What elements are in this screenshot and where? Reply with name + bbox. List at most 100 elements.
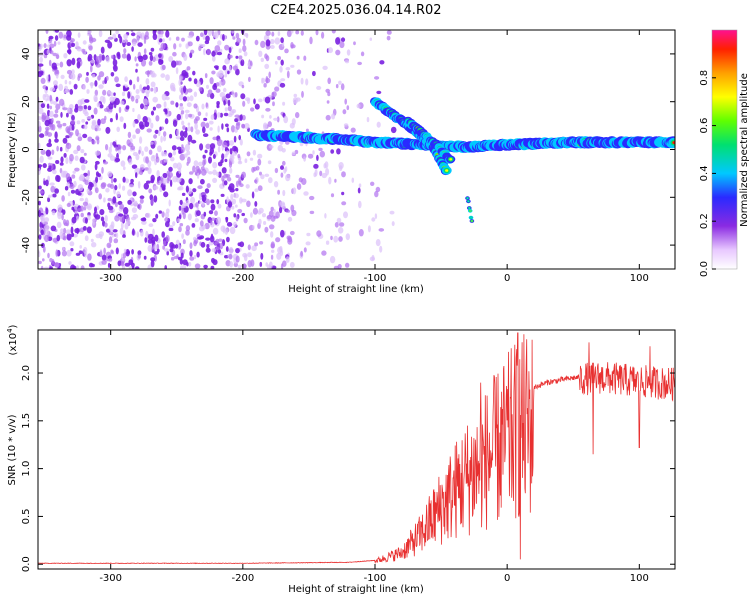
noise-cell: [76, 47, 82, 52]
noise-cell: [265, 76, 269, 84]
noise-cell: [108, 103, 114, 110]
noise-cell: [260, 57, 264, 63]
noise-cell: [105, 75, 109, 81]
noise-cell: [301, 90, 304, 98]
noise-cell: [108, 209, 114, 214]
noise-cell: [217, 125, 220, 133]
noise-cell: [221, 123, 224, 130]
noise-cell: [122, 185, 126, 191]
noise-cell: [159, 47, 164, 52]
noise-cell: [222, 34, 225, 41]
noise-cell: [231, 159, 235, 164]
noise-cell: [139, 198, 144, 204]
noise-cell: [305, 78, 309, 86]
noise-cell: [115, 30, 119, 35]
noise-cell: [81, 119, 86, 123]
noise-cell: [390, 126, 397, 134]
noise-cell: [201, 194, 207, 203]
noise-cell: [343, 123, 349, 127]
noise-cell: [45, 128, 49, 136]
noise-cell: [309, 36, 313, 45]
noise-cell: [285, 209, 291, 213]
noise-cell: [62, 247, 65, 251]
noise-cell: [245, 184, 250, 189]
noise-cell: [94, 127, 98, 131]
noise-cell: [66, 128, 70, 134]
noise-cell: [106, 242, 112, 249]
noise-cell: [265, 107, 271, 112]
noise-cell: [254, 201, 258, 207]
noise-cell: [251, 191, 255, 199]
noise-cell: [281, 202, 286, 208]
noise-cell: [374, 213, 378, 220]
noise-cell: [260, 252, 264, 260]
noise-cell: [231, 205, 235, 210]
noise-cell: [38, 200, 41, 206]
noise-cell: [274, 167, 279, 174]
noise-cell: [65, 135, 70, 139]
noise-cell: [133, 83, 136, 90]
noise-cell: [179, 136, 185, 141]
noise-cell: [292, 97, 298, 104]
noise-cell: [205, 237, 211, 241]
noise-cell: [331, 30, 336, 34]
noise-cell: [210, 114, 215, 120]
noise-cell: [272, 101, 275, 107]
noise-cell: [291, 151, 296, 156]
noise-cell: [175, 67, 179, 75]
noise-cell: [110, 72, 115, 77]
noise-cell: [234, 204, 238, 208]
noise-cell: [184, 109, 190, 114]
noise-cell: [193, 103, 198, 109]
noise-cell: [248, 76, 251, 82]
noise-cell: [216, 101, 220, 106]
snr-scale-close: ): [8, 324, 19, 328]
noise-cell: [116, 126, 120, 132]
noise-cell: [140, 229, 144, 237]
noise-cell: [120, 261, 125, 267]
noise-cell: [83, 124, 88, 130]
noise-cell: [187, 262, 192, 267]
noise-cell: [216, 51, 223, 56]
noise-cell: [161, 150, 165, 157]
noise-cell: [178, 79, 182, 86]
noise-cell: [115, 232, 119, 239]
noise-cell: [306, 232, 311, 237]
noise-cell: [114, 215, 120, 222]
noise-cell: [124, 262, 130, 267]
noise-cell: [243, 51, 248, 57]
noise-cell: [66, 233, 72, 241]
noise-cell: [109, 118, 113, 123]
noise-cell: [228, 253, 233, 260]
noise-cell: [211, 50, 216, 57]
noise-cell: [351, 177, 355, 183]
noise-cell: [168, 152, 173, 158]
noise-cell: [179, 130, 185, 138]
noise-cell: [52, 193, 57, 198]
noise-cell: [131, 249, 135, 255]
noise-cell: [180, 110, 185, 115]
noise-cell: [80, 149, 85, 154]
noise-cell: [153, 30, 157, 33]
noise-cell: [267, 160, 272, 165]
noise-cell: [94, 187, 99, 194]
noise-cell: [389, 210, 395, 215]
noise-cell: [71, 206, 75, 211]
noise-cell: [172, 119, 178, 127]
noise-cell: [65, 229, 71, 235]
noise-cell: [241, 198, 247, 203]
noise-cell: [181, 207, 185, 215]
noise-cell: [105, 144, 109, 151]
noise-cell: [48, 123, 54, 128]
noise-cell: [374, 190, 379, 198]
noise-cell: [48, 138, 52, 144]
noise-cell: [330, 149, 335, 154]
noise-cell: [169, 242, 175, 249]
noise-cell: [121, 91, 126, 97]
noise-cell: [90, 238, 94, 243]
noise-cell: [300, 30, 304, 36]
noise-cell: [128, 184, 135, 188]
noise-cell: [251, 245, 257, 252]
noise-cell: [100, 118, 106, 125]
noise-cell: [239, 183, 244, 188]
